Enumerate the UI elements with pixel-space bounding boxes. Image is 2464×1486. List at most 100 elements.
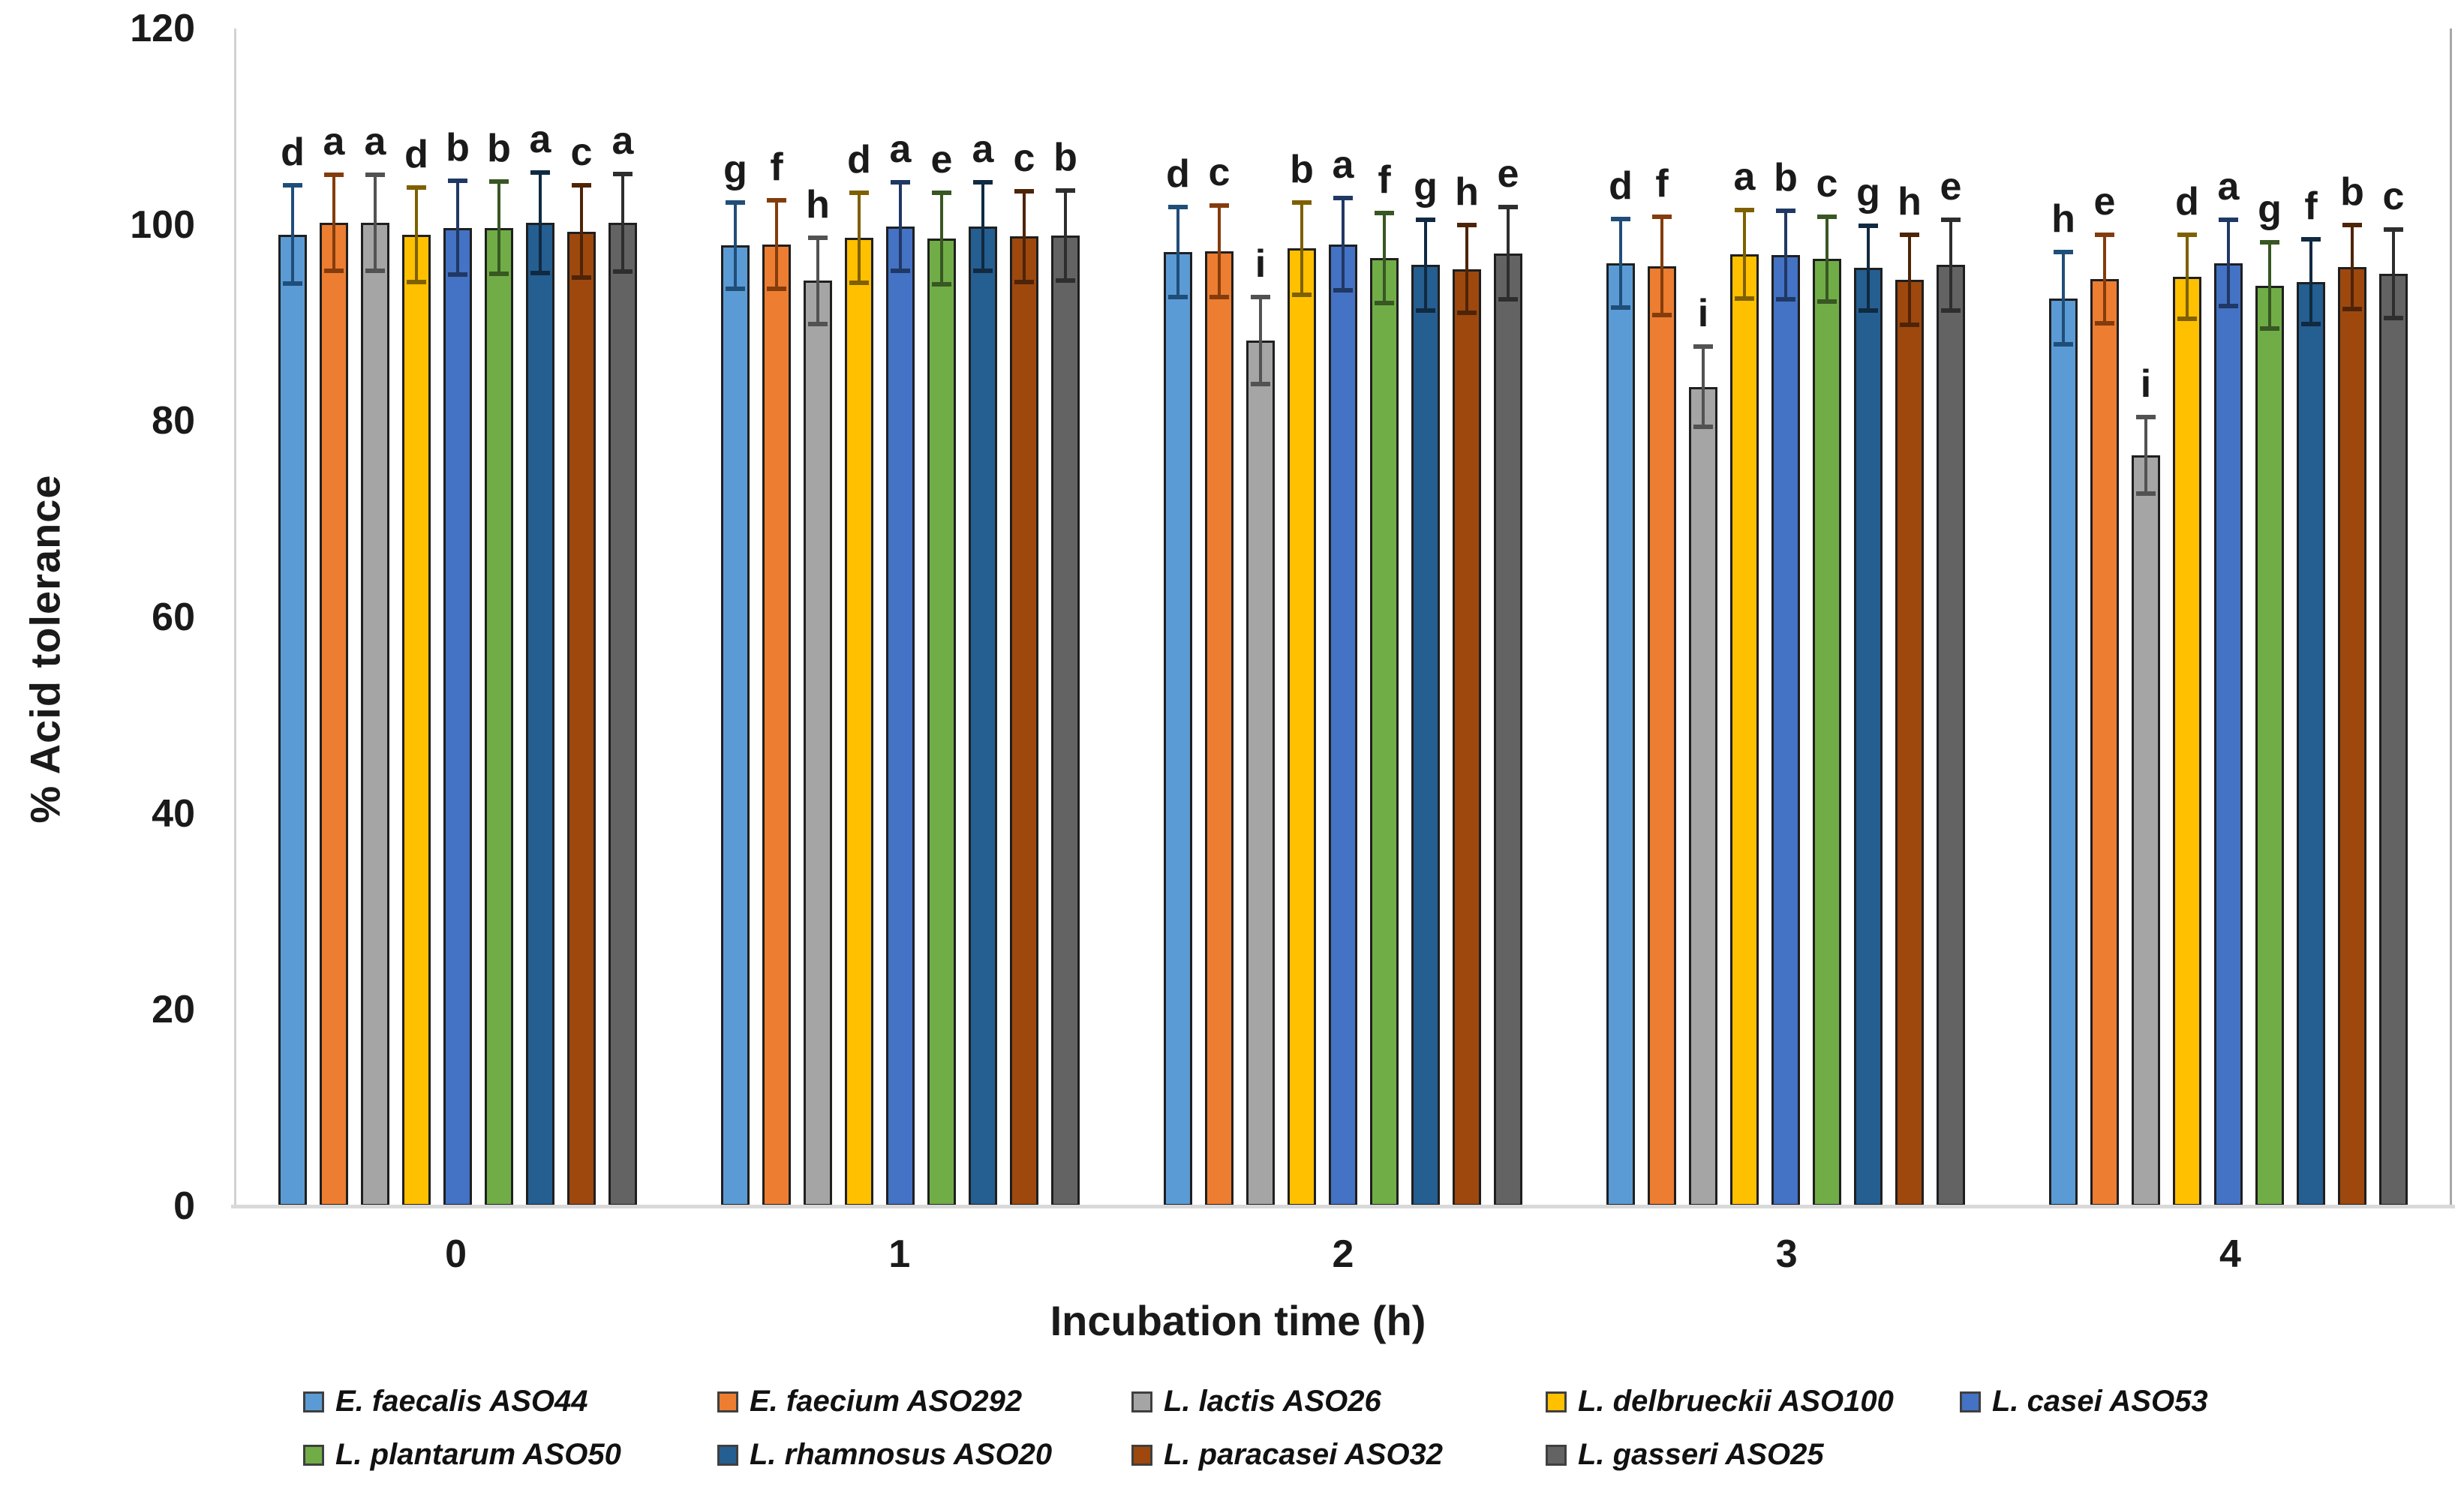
barwrap: g xyxy=(721,29,750,1206)
error-bar-cap-bottom xyxy=(767,286,786,291)
significance-letter: a xyxy=(2217,165,2240,209)
significance-letter: a xyxy=(611,119,634,163)
bar xyxy=(402,234,431,1206)
error-bar-cap-bottom xyxy=(1209,295,1229,300)
error-bar-line xyxy=(1023,191,1026,282)
barwrap: f xyxy=(762,29,791,1206)
error-bar-cap-bottom xyxy=(2054,342,2073,347)
error-bar-cap-bottom xyxy=(1168,295,1188,300)
significance-letter: d xyxy=(281,131,305,175)
bar xyxy=(1648,266,1676,1206)
error-bar-cap-bottom xyxy=(2177,317,2197,322)
error-bar-cap-bottom xyxy=(530,270,550,275)
error-bar-cap-bottom xyxy=(1333,288,1353,293)
error-bar-line xyxy=(415,187,418,282)
barwrap: b xyxy=(1288,29,1316,1206)
error-bar-line xyxy=(1784,211,1787,300)
legend-item: L. plantarum ASO50 xyxy=(303,1438,717,1472)
bar xyxy=(2090,278,2119,1206)
barwrap: a xyxy=(886,29,915,1206)
legend-swatch xyxy=(717,1391,738,1412)
significance-letter: h xyxy=(806,182,830,227)
error-bar-line xyxy=(374,174,377,272)
bar xyxy=(1411,265,1440,1206)
error-bar-cap-bottom xyxy=(726,286,745,291)
error-bar-cap-bottom xyxy=(2136,491,2156,497)
y-tick-label: 60 xyxy=(152,596,195,639)
barwrap: b xyxy=(1051,29,1080,1206)
significance-letter: c xyxy=(1816,162,1838,206)
significance-letter: e xyxy=(1940,165,1962,209)
error-bar-cap-bottom xyxy=(1817,299,1837,304)
significance-letter: i xyxy=(1697,291,1709,335)
error-bar-cap-top xyxy=(849,190,869,195)
barwrap: c xyxy=(1010,29,1038,1206)
error-bar-cap-top xyxy=(1251,295,1270,300)
x-tick-label: 2 xyxy=(1332,1232,1354,1276)
y-axis-title: % Acid tolerance xyxy=(21,474,69,824)
barwrap: e xyxy=(1937,29,1965,1206)
bar xyxy=(762,244,791,1206)
significance-letter: e xyxy=(2093,179,2116,224)
error-bar-line xyxy=(775,200,778,289)
error-bar-cap-bottom xyxy=(2219,304,2238,309)
significance-letter: a xyxy=(972,128,994,172)
significance-letter: c xyxy=(570,131,593,175)
error-bar-cap-top xyxy=(1056,188,1075,193)
error-bar-line xyxy=(2227,220,2230,307)
error-bar-cap-top xyxy=(2219,218,2238,223)
bar xyxy=(1771,255,1800,1206)
barwrap: g xyxy=(1854,29,1883,1206)
legend-swatch xyxy=(1131,1391,1152,1412)
error-bar-cap-top xyxy=(2342,222,2362,227)
error-bar-line xyxy=(1619,218,1622,308)
y-tick-label: 20 xyxy=(152,988,195,1032)
significance-letter: g xyxy=(2258,188,2282,232)
x-tick-label: 3 xyxy=(1775,1232,1798,1276)
legend-item: E. faecium ASO292 xyxy=(717,1385,1131,1418)
barwrap: b xyxy=(2338,29,2366,1206)
legend-swatch xyxy=(303,1391,324,1412)
legend-item: L. gasseri ASO25 xyxy=(1546,1438,1960,1472)
error-bar-cap-top xyxy=(2384,227,2403,233)
error-bar-cap-top xyxy=(530,170,550,176)
bar xyxy=(608,223,637,1206)
error-bar-cap-top xyxy=(1014,189,1034,194)
error-bar-cap-bottom xyxy=(1457,311,1477,316)
barwrap: h xyxy=(1895,29,1924,1206)
barwrap: i xyxy=(1689,29,1717,1206)
bar xyxy=(526,223,554,1206)
error-bar-cap-bottom xyxy=(613,269,633,275)
bar xyxy=(2338,266,2366,1206)
significance-letter: c xyxy=(1208,150,1230,194)
bar xyxy=(1494,253,1522,1206)
error-bar-cap-bottom xyxy=(1776,297,1795,302)
error-bar-cap-bottom xyxy=(283,281,302,287)
error-bar-cap-bottom xyxy=(1693,425,1713,430)
error-bar-cap-top xyxy=(1168,205,1188,210)
barwrap: b xyxy=(485,29,513,1206)
error-bar-cap-top xyxy=(1941,218,1961,223)
error-bar-cap-bottom xyxy=(1375,301,1394,306)
error-bar-line xyxy=(1064,190,1067,281)
bar xyxy=(804,281,832,1206)
error-bar-line xyxy=(497,182,500,275)
bar xyxy=(2049,298,2078,1206)
y-tick-label: 40 xyxy=(152,791,195,836)
bar xyxy=(1606,263,1635,1206)
barwrap: f xyxy=(2297,29,2325,1206)
barwrap: c xyxy=(1813,29,1841,1206)
error-bar-cap-top xyxy=(572,183,591,188)
bar xyxy=(2132,455,2160,1206)
error-bar-line xyxy=(291,185,294,284)
bar xyxy=(2297,281,2325,1206)
error-bar-cap-top xyxy=(2301,237,2321,242)
significance-letter: g xyxy=(723,147,747,191)
barwrap: g xyxy=(2255,29,2284,1206)
error-bar-cap-top xyxy=(2136,415,2156,420)
error-bar-line xyxy=(1465,224,1468,314)
bar xyxy=(278,234,307,1206)
error-bar-cap-bottom xyxy=(2342,307,2362,312)
error-bar-line xyxy=(1383,212,1386,304)
